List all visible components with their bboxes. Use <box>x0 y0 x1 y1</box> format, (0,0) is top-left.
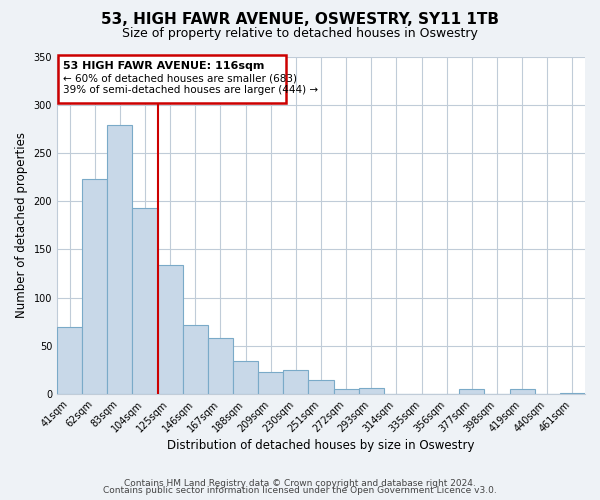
Bar <box>308 380 334 394</box>
Bar <box>57 326 82 394</box>
Bar <box>283 370 308 394</box>
Bar <box>183 324 208 394</box>
Text: Contains HM Land Registry data © Crown copyright and database right 2024.: Contains HM Land Registry data © Crown c… <box>124 478 476 488</box>
Bar <box>334 390 359 394</box>
Text: 53 HIGH FAWR AVENUE: 116sqm: 53 HIGH FAWR AVENUE: 116sqm <box>64 62 265 72</box>
Bar <box>133 208 158 394</box>
Text: 53, HIGH FAWR AVENUE, OSWESTRY, SY11 1TB: 53, HIGH FAWR AVENUE, OSWESTRY, SY11 1TB <box>101 12 499 28</box>
Text: Size of property relative to detached houses in Oswestry: Size of property relative to detached ho… <box>122 28 478 40</box>
Bar <box>208 338 233 394</box>
Bar <box>560 393 585 394</box>
Text: ← 60% of detached houses are smaller (683): ← 60% of detached houses are smaller (68… <box>64 74 298 84</box>
Bar <box>82 179 107 394</box>
Bar <box>158 265 183 394</box>
Bar <box>233 362 258 394</box>
Text: Contains public sector information licensed under the Open Government Licence v3: Contains public sector information licen… <box>103 486 497 495</box>
Bar <box>459 390 484 394</box>
Bar <box>258 372 283 394</box>
X-axis label: Distribution of detached houses by size in Oswestry: Distribution of detached houses by size … <box>167 440 475 452</box>
Bar <box>359 388 384 394</box>
Y-axis label: Number of detached properties: Number of detached properties <box>15 132 28 318</box>
Bar <box>107 125 133 394</box>
FancyBboxPatch shape <box>58 54 286 103</box>
Text: 39% of semi-detached houses are larger (444) →: 39% of semi-detached houses are larger (… <box>64 86 319 96</box>
Bar <box>509 390 535 394</box>
